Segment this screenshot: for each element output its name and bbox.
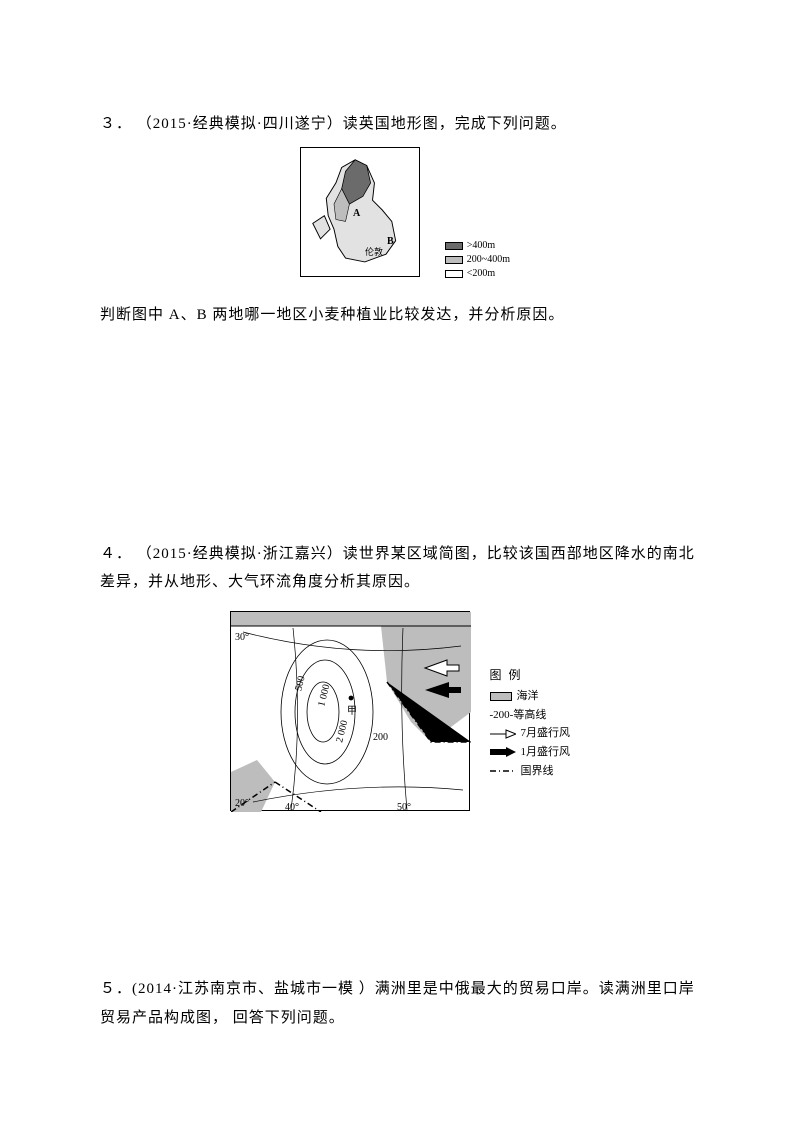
q3-label-london: 伦敦 bbox=[365, 244, 383, 261]
q4-leg-txt-0: 海洋 bbox=[517, 687, 539, 706]
q4-leg-txt-4: 国界线 bbox=[521, 762, 554, 781]
q4-lon-right: 50° bbox=[397, 798, 411, 817]
q4-legend: 图 例 海洋 -200-等高线 7月盛行风 1月盛行风 国界线 bbox=[490, 665, 571, 781]
q3-text: ３． （2015·经典模拟·四川遂宁）读英国地形图，完成下列问题。 bbox=[100, 110, 700, 139]
q4-legend-title: 图 例 bbox=[490, 665, 571, 685]
q3-prompt: 判断图中 A、B 两地哪一地区小麦种植业比较发达，并分析原因。 bbox=[100, 301, 700, 330]
arrow-open-icon bbox=[490, 729, 516, 739]
q4-leg-txt-1: -200-等高线 bbox=[490, 706, 547, 725]
blank-space-2 bbox=[100, 835, 700, 975]
q4-lon-left: 40° bbox=[285, 798, 299, 817]
q3-label-b: B bbox=[387, 232, 394, 251]
q3-legend-txt-0: >400m bbox=[467, 239, 495, 253]
blank-space-1 bbox=[100, 330, 700, 540]
q4-c3: 200 bbox=[373, 728, 388, 747]
q3-legend-txt-1: 200~400m bbox=[467, 253, 510, 267]
q4-leg-sw-0 bbox=[490, 692, 512, 701]
q3-legend: >400m 200~400m <200m bbox=[445, 239, 510, 281]
q3-legend-txt-2: <200m bbox=[467, 267, 495, 281]
q4-lat-bot: 20° bbox=[235, 794, 249, 813]
dashdot-icon bbox=[490, 768, 516, 774]
q4-text: ４． （2015·经典模拟·浙江嘉兴）读世界某区域简图，比较该国西部地区降水的南… bbox=[100, 540, 700, 597]
q3-map-frame: A B 伦敦 bbox=[300, 147, 420, 277]
arrow-solid-icon bbox=[490, 747, 516, 757]
q4-leg-txt-2: 7月盛行风 bbox=[521, 724, 571, 743]
q3-label-a: A bbox=[353, 204, 360, 223]
q4-city: 甲 bbox=[347, 702, 357, 721]
q3-legend-sw-2 bbox=[445, 270, 463, 278]
q4-lat-top: 30° bbox=[235, 628, 249, 647]
q5-text: ５．(2014·江苏南京市、盐城市一模 ）满洲里是中俄最大的贸易口岸。读满洲里口… bbox=[100, 975, 700, 1032]
q4-figure: 30° 20° 40° 50° 甲 500 1 000 2 000 200 图 … bbox=[100, 605, 700, 832]
q4-map-frame: 30° 20° 40° 50° 甲 500 1 000 2 000 200 bbox=[230, 611, 470, 811]
q3-figure: A B 伦敦 >400m 200~400m <200m bbox=[100, 147, 700, 298]
q3-legend-sw-0 bbox=[445, 242, 463, 250]
q4-leg-txt-3: 1月盛行风 bbox=[521, 743, 571, 762]
q3-legend-sw-1 bbox=[445, 256, 463, 264]
